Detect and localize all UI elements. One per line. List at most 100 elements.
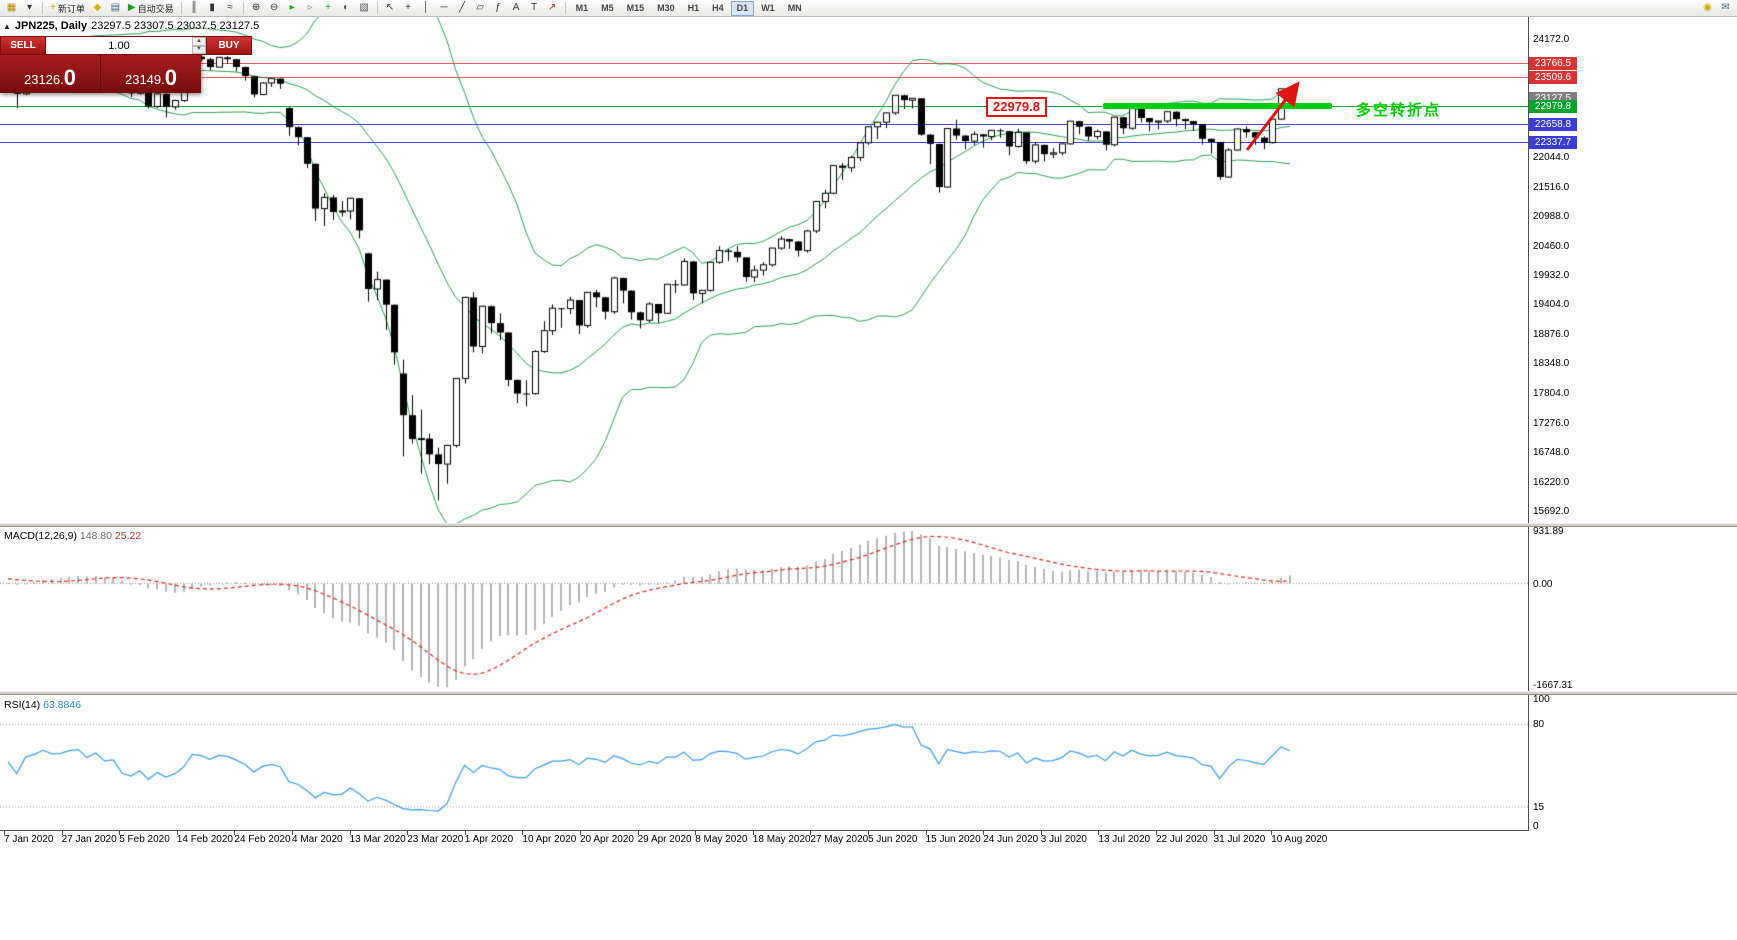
new-order-button[interactable]: + 新订单	[47, 1, 88, 16]
timeframe-m5-button[interactable]: M5	[595, 1, 620, 16]
fibonacci-button[interactable]: ƒ	[490, 1, 507, 16]
candlestick-chart-icon: ▮	[209, 2, 215, 13]
text-label-button[interactable]: T	[526, 1, 543, 16]
time-axis-tick	[522, 831, 524, 835]
templates-button[interactable]: ▧	[356, 1, 373, 16]
metaeditor-button[interactable]: ◆	[89, 1, 106, 16]
timeframe-h4-button[interactable]: H4	[706, 1, 730, 16]
time-axis-tick	[464, 831, 466, 835]
line-chart-button[interactable]: ≈	[222, 1, 239, 16]
time-axis-label: 3 Jul 2020	[1040, 834, 1087, 845]
vertical-line-button[interactable]: │	[418, 1, 435, 16]
toolbar-separator	[180, 2, 182, 14]
rsi-axis-label: 15	[1533, 801, 1545, 813]
timeframe-m30-button[interactable]: M30	[651, 1, 681, 16]
auto-scroll-icon: ▸	[289, 2, 295, 13]
buy-button[interactable]: BUY	[206, 36, 252, 55]
bar-chart-button[interactable]: ║	[186, 1, 203, 16]
terminal-button[interactable]: ▤	[107, 1, 124, 16]
inbox-button[interactable]: ✉	[1717, 1, 1734, 16]
timeframe-m30-button-label: M30	[657, 3, 675, 13]
time-axis-tick	[1213, 831, 1215, 835]
time-axis-tick	[61, 831, 63, 835]
chart-shift-button[interactable]: ▹	[302, 1, 319, 16]
timeframe-w1-button[interactable]: W1	[755, 1, 781, 16]
crosshair-button[interactable]: +	[400, 1, 417, 16]
time-axis-tick	[695, 831, 697, 835]
panel-splitter[interactable]	[0, 691, 1737, 695]
timeframe-m1-button[interactable]: M1	[570, 1, 595, 16]
templates-icon: ▧	[359, 2, 369, 13]
autotrading-play-icon: ▶	[127, 2, 136, 13]
time-axis-label: 18 May 2020	[752, 834, 811, 845]
timeframe-h1-button[interactable]: H1	[682, 1, 706, 16]
horizontal-line-button[interactable]: ─	[436, 1, 453, 16]
macd-axis-max-label: 931.89	[1533, 526, 1564, 537]
profiles-icon: ▾	[26, 2, 33, 13]
one-click-toggle-icon[interactable]: ▲	[3, 21, 11, 31]
buy-price[interactable]: 23149. 0	[100, 55, 201, 93]
price-axis-label: 18348.0	[1533, 358, 1570, 370]
toolbar-separator	[564, 2, 566, 14]
rsi-axis-label: 0	[1533, 821, 1539, 832]
time-axis-label: 10 Apr 2020	[522, 834, 577, 845]
arrows-button[interactable]: ↗	[544, 1, 561, 16]
panel-splitter[interactable]	[0, 523, 1737, 527]
time-axis-tick	[176, 831, 178, 835]
chart-shift-icon: ▹	[307, 2, 313, 13]
sell-button[interactable]: SELL	[0, 36, 46, 55]
volume-input[interactable]	[46, 37, 192, 54]
up-arrow-annotation[interactable]	[1232, 74, 1314, 158]
volume-down-button[interactable]: ▼	[192, 45, 206, 54]
zoom-in-button[interactable]: ⊕	[248, 1, 265, 16]
text-button[interactable]: A	[508, 1, 525, 16]
rsi-label: RSI(14) 63.8846	[4, 699, 81, 711]
time-axis-tick	[407, 831, 409, 835]
timeframe-d1-button-label: D1	[736, 3, 749, 13]
time-axis-tick	[234, 831, 236, 835]
time-axis-label: 5 Jun 2020	[868, 834, 918, 845]
auto-scroll-button[interactable]: ▸	[284, 1, 301, 16]
support-resistance-bar[interactable]	[1103, 103, 1332, 109]
price-axis-label: 16748.0	[1533, 447, 1570, 459]
toolbar: ▦ ▾ + 新订单 ◆ ▤ ▶ 自动交易 ║ ▮ ≈ ⊕ ⊖ ▸ ▹ + ◐ ▧ ↖ + │ ─ ╱ ▱ ƒ A T ↗ M1 M5 M15…	[0, 0, 1737, 17]
trendline-button[interactable]: ╱	[454, 1, 471, 16]
price-axis-tag: 23509.6	[1529, 70, 1577, 84]
sell-price[interactable]: 23126. 0	[0, 55, 100, 93]
buy-price-main: 23149.	[124, 72, 165, 87]
price-callout[interactable]: 22979.8	[986, 97, 1047, 117]
timeframe-mn-button[interactable]: MN	[782, 1, 808, 16]
indicators-button[interactable]: +	[320, 1, 337, 16]
candlestick-chart-button[interactable]: ▮	[204, 1, 221, 16]
volume-field: ▲ ▼	[46, 36, 206, 55]
timeframe-d1-button[interactable]: D1	[730, 0, 755, 16]
time-axis-tick	[1271, 831, 1273, 835]
time-axis-tick	[925, 831, 927, 835]
timeframe-m15-button[interactable]: M15	[621, 1, 651, 16]
macd-canvas[interactable]	[0, 527, 1528, 691]
line-chart-icon: ≈	[227, 2, 233, 13]
cursor-button[interactable]: ↖	[382, 1, 399, 16]
new-chart-button[interactable]: ▦	[3, 1, 20, 16]
time-axis-label: 22 Jul 2020	[1156, 834, 1208, 845]
time-axis-label: 1 Apr 2020	[464, 834, 514, 845]
buy-price-big-digit: 0	[164, 65, 177, 90]
periods-button[interactable]: ◐	[338, 1, 355, 16]
community-button[interactable]: ◉	[1699, 1, 1716, 16]
metaeditor-icon: ◆	[93, 2, 102, 13]
rsi-canvas[interactable]	[0, 695, 1528, 830]
volume-up-button[interactable]: ▲	[192, 37, 206, 46]
price-axis-label: 24172.0	[1533, 34, 1570, 45]
zoom-out-button[interactable]: ⊖	[266, 1, 283, 16]
turning-point-label[interactable]: 多空转折点	[1356, 102, 1442, 119]
autotrading-button[interactable]: ▶ 自动交易	[125, 1, 177, 16]
time-axis-tick	[4, 831, 5, 835]
indicators-icon: +	[325, 2, 331, 13]
main-chart-canvas[interactable]	[0, 17, 1528, 524]
profiles-button[interactable]: ▾	[21, 1, 38, 16]
bar-chart-icon: ║	[190, 2, 198, 13]
one-click-prices: 23126. 0 23149. 0	[0, 55, 201, 93]
channel-button[interactable]: ▱	[472, 1, 489, 16]
price-axis-tag: 23766.5	[1529, 56, 1577, 70]
